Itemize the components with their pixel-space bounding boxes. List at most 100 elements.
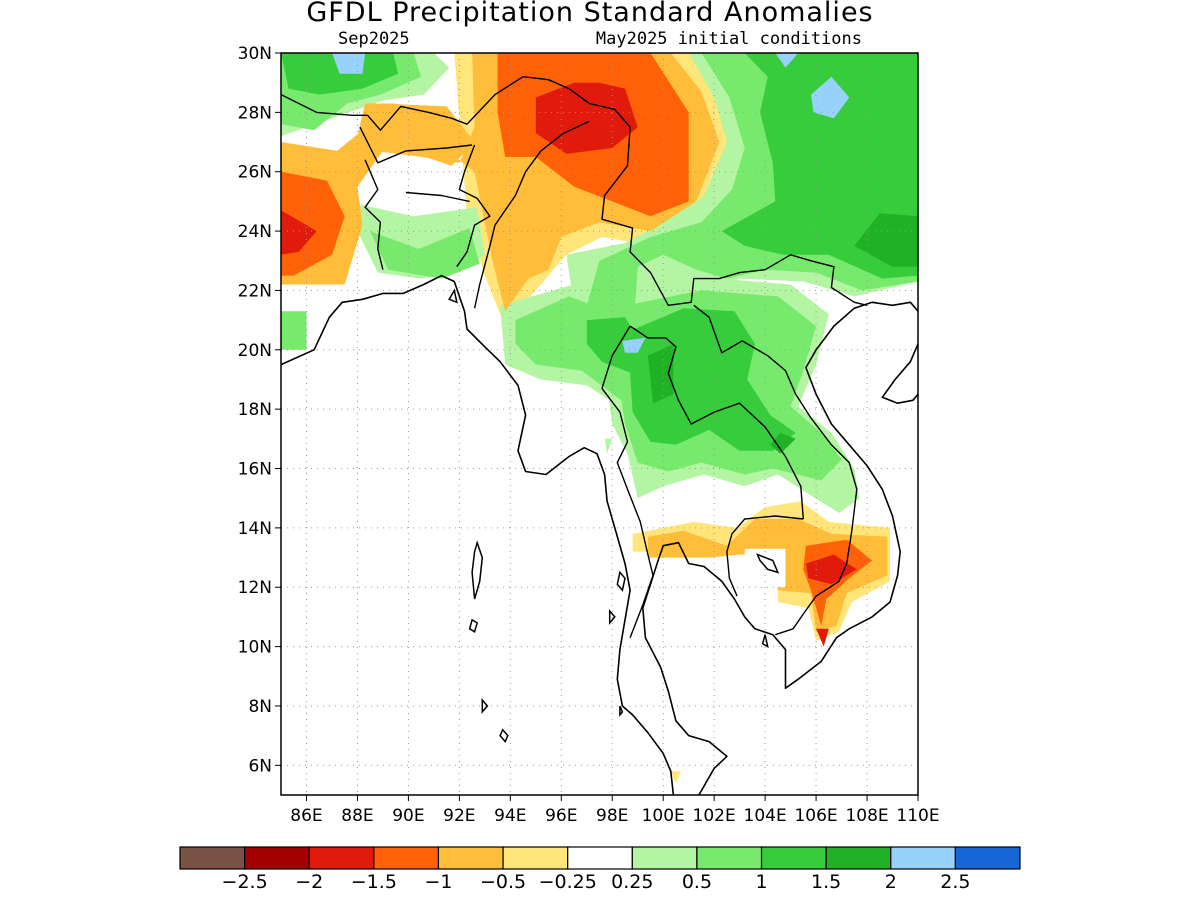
legend-swatch xyxy=(502,846,569,870)
country-border xyxy=(281,75,868,306)
country-border xyxy=(456,144,491,268)
latitude-tick-label: 22N xyxy=(238,281,272,301)
island-outline xyxy=(448,288,458,304)
lake-outline xyxy=(756,553,780,574)
island-outline xyxy=(761,634,769,649)
country-border xyxy=(601,325,654,638)
anomaly-region-myanmar-blue xyxy=(622,337,646,353)
legend-swatch xyxy=(760,846,827,870)
legend-swatch xyxy=(244,846,310,870)
latitude-ticks: 30N 28N 26N 24N 22N 20N 18N 16N 14N 12N 10N 8N 6N xyxy=(238,44,281,776)
legend-label: 0.5 xyxy=(682,871,712,893)
anomaly-region-orissa-wet xyxy=(281,311,307,350)
anomaly-region-indochina-wet-core xyxy=(647,343,674,404)
country-border xyxy=(405,191,470,203)
longitude-tick-label: 110E xyxy=(896,806,939,826)
country-border xyxy=(693,304,858,636)
longitude-tick-label: 92E xyxy=(443,806,475,826)
country-border xyxy=(364,159,384,270)
coastline xyxy=(281,274,675,795)
latitude-tick-label: 8N xyxy=(248,697,272,717)
anomaly-region-indochina-wet-core-2 xyxy=(770,432,796,454)
latitude-tick-label: 12N xyxy=(238,578,272,598)
country-border xyxy=(473,120,590,309)
map-title: GFDL Precipitation Standard Anomalies xyxy=(306,0,873,28)
latitude-tick-label: 20N xyxy=(238,341,272,361)
coastline xyxy=(641,301,918,795)
legend-label: 2 xyxy=(885,871,897,893)
legend-label: −0.25 xyxy=(539,871,597,893)
anomaly-region-cambodia-dry-core-2 xyxy=(816,628,829,647)
longitude-tick-label: 106E xyxy=(794,806,837,826)
island-outline xyxy=(481,697,489,714)
latitude-tick-label: 28N xyxy=(238,103,272,123)
legend-swatch xyxy=(567,846,633,870)
anomaly-region-himalaya-blue xyxy=(332,53,366,74)
latitude-tick-label: 14N xyxy=(238,519,272,539)
legend-swatch xyxy=(179,846,246,870)
legend-label: 1.5 xyxy=(811,871,841,893)
anomaly-fills xyxy=(281,53,918,784)
anomaly-region-tibet-dry-core xyxy=(535,82,638,154)
legend-label: −1 xyxy=(424,871,452,893)
coastline xyxy=(881,343,918,405)
map-frame xyxy=(280,52,919,796)
legend-label: −1.5 xyxy=(351,871,397,893)
legend-swatch xyxy=(696,846,763,870)
island-outline xyxy=(499,728,509,744)
longitude-ticks: 86E 88E 90E 92E 94E 96E 98E 100E 102E 104E 106E 108… xyxy=(290,795,940,826)
longitude-tick-label: 100E xyxy=(642,806,685,826)
anomaly-region-assam-wet xyxy=(370,228,480,279)
anomaly-region-tonle-sap-gap xyxy=(744,548,786,588)
anomaly-region-china-wet-strong xyxy=(721,53,918,279)
latitude-tick-label: 30N xyxy=(238,44,272,64)
legend-label: −0.5 xyxy=(480,871,526,893)
country-border xyxy=(629,325,804,520)
color-legend-labels: −2.5 −2 −1.5 −1 −0.5 −0.25 0.25 0.5 1 1.5 2 2.5 xyxy=(222,871,971,893)
anomaly-region-china-blue-2 xyxy=(775,53,799,68)
anomaly-region-china-blue xyxy=(811,76,850,119)
legend-swatch xyxy=(954,846,1021,870)
legend-label: −2.5 xyxy=(222,871,268,893)
island-outline xyxy=(616,570,626,592)
latitude-tick-label: 6N xyxy=(248,756,272,776)
island-outline xyxy=(471,540,484,600)
longitude-tick-label: 98E xyxy=(596,806,628,826)
legend-label: 1 xyxy=(755,871,767,893)
longitude-tick-label: 90E xyxy=(392,806,424,826)
longitude-tick-label: 88E xyxy=(341,806,373,826)
color-legend xyxy=(179,846,1021,870)
anomaly-region-myanmar-spot xyxy=(604,438,613,454)
country-border xyxy=(726,515,804,597)
longitude-tick-label: 108E xyxy=(845,806,888,826)
legend-swatch xyxy=(373,846,440,870)
map-gridlines xyxy=(281,53,918,795)
island-outline xyxy=(608,608,616,625)
legend-label: −2 xyxy=(295,871,323,893)
legend-label: 0.25 xyxy=(611,871,653,893)
longitude-tick-label: 86E xyxy=(290,806,322,826)
anomaly-region-indochina-wet-strong xyxy=(627,308,796,451)
longitude-tick-label: 94E xyxy=(494,806,526,826)
latitude-tick-label: 16N xyxy=(238,460,272,480)
legend-swatch xyxy=(825,846,892,870)
latitude-tick-label: 10N xyxy=(238,638,272,658)
anomaly-region-cambodia-dry-core xyxy=(805,554,857,585)
island-outline xyxy=(619,705,624,717)
latitude-tick-label: 26N xyxy=(238,163,272,183)
anomaly-region-bengal-dry-core xyxy=(281,210,317,255)
longitude-tick-label: 102E xyxy=(693,806,736,826)
forecast-month: Sep2025 xyxy=(338,29,410,49)
legend-swatch xyxy=(890,846,956,870)
longitude-tick-label: 96E xyxy=(545,806,577,826)
country-border xyxy=(359,126,473,164)
longitude-tick-label: 104E xyxy=(744,806,787,826)
anomaly-region-kra-dry xyxy=(670,771,681,784)
anomaly-region-china-wet-core xyxy=(854,213,918,267)
legend-label: 2.5 xyxy=(940,871,970,893)
legend-swatch xyxy=(437,846,504,870)
legend-swatch xyxy=(308,846,375,870)
latitude-tick-label: 18N xyxy=(238,400,272,420)
legend-swatch xyxy=(631,846,698,870)
